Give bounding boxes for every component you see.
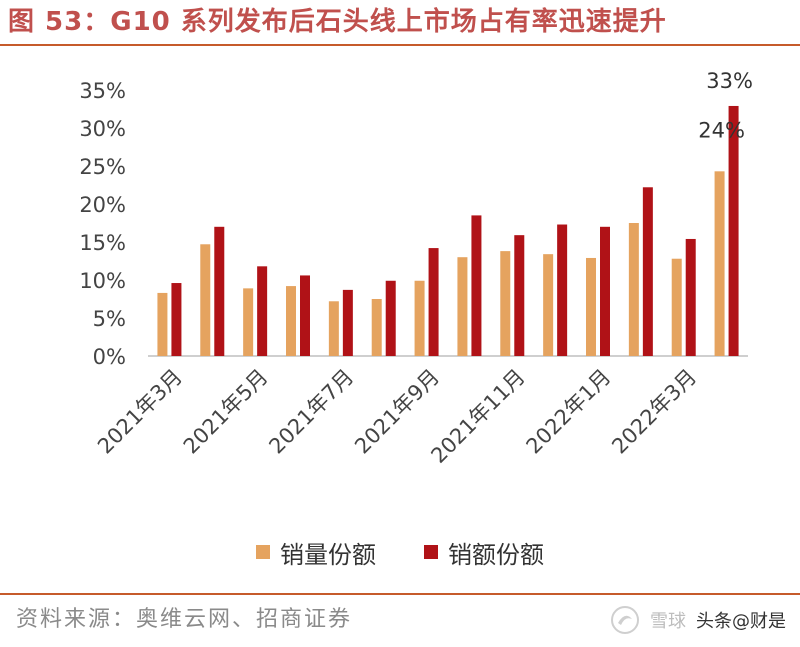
watermark-right-text: 头条@财是	[696, 611, 786, 632]
y-tick-label: 10%	[79, 269, 126, 293]
bar-series-1-2021年5月	[243, 288, 254, 356]
bar-series-1-2021年11月	[500, 251, 511, 356]
y-tick-label: 30%	[79, 117, 126, 141]
y-tick-label: 35%	[79, 79, 126, 103]
watermark-left-text: 雪球	[650, 611, 686, 632]
bar-series-2-2021年6月	[300, 275, 310, 356]
bar-series-2-2022年1月	[600, 226, 610, 356]
bar-series-2-2021年5月	[257, 266, 268, 356]
legend-item-series-1: 销量份额	[256, 535, 376, 570]
bar-series-1-2021年12月	[543, 254, 554, 356]
legend-swatch-series-2	[424, 545, 438, 559]
bar-series-1-2021年10月	[457, 257, 468, 356]
legend-label-series-1: 销量份额	[280, 540, 376, 569]
footer-divider	[0, 593, 800, 595]
bar-series-2-2021年8月	[385, 280, 396, 356]
bar-series-1-2021年8月	[371, 299, 382, 356]
bar-series-2-2022年4月	[728, 105, 739, 357]
y-tick-label: 25%	[79, 155, 126, 179]
bar-series-1-2021年6月	[286, 286, 296, 356]
snowball-logo-icon	[611, 606, 639, 634]
legend-swatch-series-1	[256, 545, 270, 559]
bar-series-2-2021年4月	[214, 226, 225, 356]
bar-series-2-2022年3月	[685, 238, 696, 356]
legend-item-series-2: 销额份额	[424, 535, 544, 570]
x-tick-label: 2022年1月	[522, 365, 616, 459]
bar-chart: 0%5%10%15%20%25%30%35%2021年3月2021年5月2021…	[79, 69, 753, 468]
x-tick-label: 2021年7月	[264, 365, 358, 459]
x-tick-label: 2022年3月	[607, 365, 701, 459]
source-note: 资料来源：奥维云网、招商证券	[16, 607, 353, 632]
bar-series-2-2021年10月	[471, 215, 482, 356]
x-tick-label: 2021年5月	[179, 365, 273, 459]
bar-series-1-2022年4月	[714, 171, 725, 356]
bar-series-1-2022年3月	[671, 258, 682, 356]
bar-series-1-2021年9月	[414, 280, 425, 356]
chart-title: 图 53：G10 系列发布后石头线上市场占有率迅速提升	[8, 7, 667, 37]
title-divider	[0, 44, 800, 46]
bar-series-2-2021年12月	[557, 224, 568, 356]
y-tick-label: 5%	[93, 307, 126, 331]
bar-series-1-2021年4月	[200, 244, 211, 356]
bar-series-1-2022年2月	[628, 223, 639, 356]
bar-series-2-2022年2月	[642, 187, 653, 356]
data-label: 33%	[706, 69, 753, 93]
x-tick-label: 2021年9月	[350, 365, 444, 459]
x-tick-label: 2021年3月	[93, 365, 187, 459]
bar-series-2-2021年3月	[171, 283, 182, 356]
bar-series-2-2021年9月	[428, 248, 439, 356]
y-tick-label: 0%	[93, 345, 126, 369]
bar-series-1-2021年7月	[328, 301, 339, 356]
legend-label-series-2: 销额份额	[448, 540, 544, 569]
y-tick-label: 20%	[79, 193, 126, 217]
y-tick-label: 15%	[79, 231, 126, 255]
data-label: 24%	[698, 118, 745, 142]
bar-series-2-2021年11月	[514, 235, 525, 356]
watermark: 雪球 头条@财是	[610, 600, 786, 640]
legend: 销量份额 销额份额	[0, 532, 800, 572]
bar-series-1-2022年1月	[586, 257, 596, 356]
bar-series-2-2021年7月	[342, 289, 353, 356]
bar-series-1-2021年3月	[157, 292, 168, 356]
